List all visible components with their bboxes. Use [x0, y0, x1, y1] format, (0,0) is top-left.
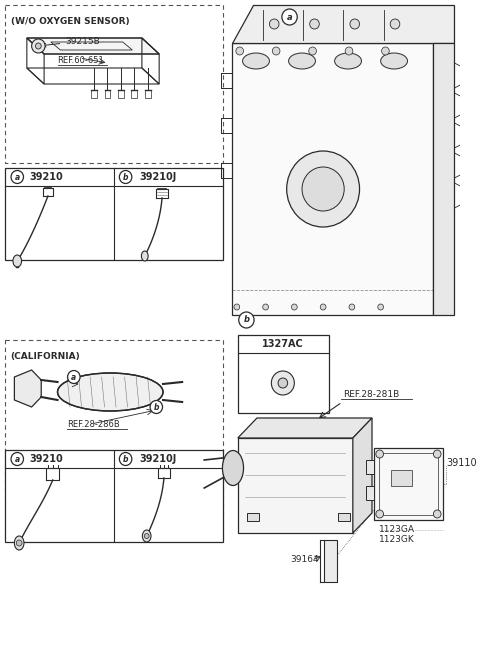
Bar [5, 168, 223, 260]
Text: (W/O OXYGEN SENSOR): (W/O OXYGEN SENSOR) [11, 17, 129, 26]
Bar [324, 540, 337, 582]
Text: a: a [15, 173, 20, 181]
Polygon shape [433, 43, 455, 315]
Circle shape [382, 47, 389, 55]
Circle shape [349, 304, 355, 310]
Circle shape [376, 510, 384, 518]
Text: REF.28-281B: REF.28-281B [343, 390, 399, 399]
Bar [338, 513, 350, 521]
Circle shape [144, 533, 149, 539]
Ellipse shape [13, 255, 22, 267]
Bar [238, 335, 329, 413]
Circle shape [236, 47, 243, 55]
Circle shape [269, 19, 279, 29]
Ellipse shape [288, 53, 315, 69]
Text: 39110: 39110 [447, 458, 478, 468]
Bar [247, 513, 259, 521]
Circle shape [120, 452, 132, 466]
Circle shape [120, 171, 132, 183]
Ellipse shape [335, 53, 361, 69]
Polygon shape [27, 38, 159, 54]
Ellipse shape [242, 53, 269, 69]
Text: b: b [243, 316, 250, 325]
Circle shape [287, 151, 360, 227]
Bar [5, 5, 223, 163]
Text: 39210: 39210 [30, 454, 63, 464]
Circle shape [272, 47, 280, 55]
Ellipse shape [143, 530, 151, 542]
Circle shape [376, 450, 384, 458]
Circle shape [32, 39, 45, 53]
Bar [366, 460, 374, 474]
Polygon shape [14, 370, 41, 407]
Ellipse shape [381, 53, 408, 69]
Text: b: b [123, 454, 128, 464]
Circle shape [239, 312, 254, 328]
Ellipse shape [142, 251, 148, 261]
Polygon shape [353, 418, 372, 533]
Polygon shape [238, 418, 372, 438]
Ellipse shape [14, 536, 24, 550]
Text: 39164: 39164 [290, 556, 319, 565]
Circle shape [320, 304, 326, 310]
Bar [232, 43, 433, 315]
Circle shape [378, 304, 384, 310]
Circle shape [150, 400, 163, 413]
Circle shape [36, 43, 41, 49]
Circle shape [282, 9, 297, 25]
Bar [238, 438, 353, 533]
Circle shape [433, 450, 441, 458]
Circle shape [16, 540, 22, 546]
Bar [379, 453, 438, 515]
Text: 39210J: 39210J [139, 454, 176, 464]
Bar [366, 486, 374, 500]
Text: 1123GA: 1123GA [379, 525, 415, 534]
Text: REF.60-651: REF.60-651 [58, 56, 104, 65]
Circle shape [390, 19, 400, 29]
Text: b: b [123, 173, 128, 181]
Circle shape [310, 19, 319, 29]
Text: 1123GK: 1123GK [379, 535, 414, 544]
Text: 39210: 39210 [30, 172, 63, 182]
Circle shape [234, 304, 240, 310]
Circle shape [11, 171, 24, 183]
Text: REF.28-286B: REF.28-286B [67, 420, 120, 429]
Polygon shape [232, 5, 455, 43]
Bar [5, 340, 223, 540]
Bar [5, 450, 223, 542]
Text: 39215B: 39215B [42, 37, 100, 47]
Text: 1327AC: 1327AC [262, 339, 304, 349]
Circle shape [271, 371, 294, 395]
Circle shape [345, 47, 353, 55]
Circle shape [68, 370, 80, 383]
Text: a: a [71, 372, 76, 381]
Text: a: a [287, 12, 292, 22]
Text: 39210J: 39210J [139, 172, 176, 182]
Text: (CALIFORNIA): (CALIFORNIA) [11, 352, 80, 361]
Bar [391, 470, 412, 486]
Circle shape [291, 304, 297, 310]
Circle shape [11, 452, 24, 466]
Circle shape [302, 167, 344, 211]
Circle shape [309, 47, 316, 55]
Ellipse shape [58, 373, 163, 411]
Ellipse shape [222, 451, 243, 486]
Circle shape [350, 19, 360, 29]
Circle shape [278, 378, 288, 388]
Text: a: a [15, 454, 20, 464]
Text: b: b [154, 402, 159, 411]
Circle shape [433, 510, 441, 518]
Bar [374, 448, 443, 520]
Circle shape [263, 304, 268, 310]
